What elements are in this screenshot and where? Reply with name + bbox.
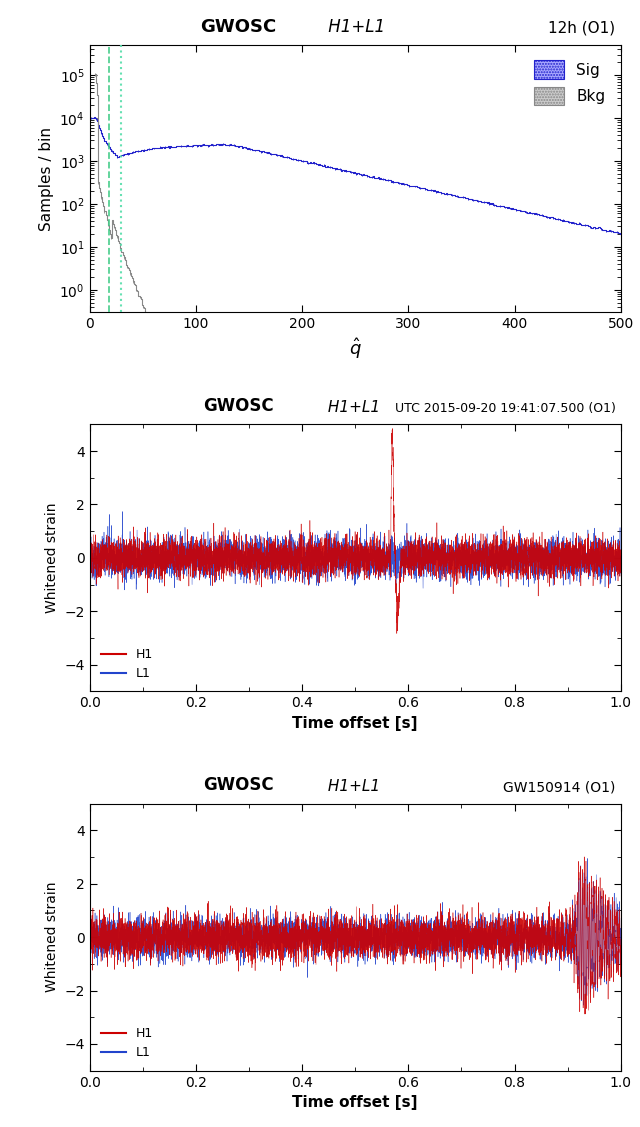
Text: GW150914 (O1): GW150914 (O1)	[503, 780, 616, 795]
X-axis label: Time offset [s]: Time offset [s]	[292, 716, 418, 730]
Text: GWOSC: GWOSC	[203, 397, 274, 415]
Text: H1+L1: H1+L1	[323, 400, 380, 415]
Text: H1+L1: H1+L1	[323, 18, 385, 36]
Text: H1+L1: H1+L1	[323, 779, 380, 795]
Legend: H1, L1: H1, L1	[96, 642, 158, 685]
Y-axis label: Whitened strain: Whitened strain	[45, 881, 59, 993]
Y-axis label: Samples / bin: Samples / bin	[39, 126, 54, 231]
Text: UTC 2015-09-20 19:41:07.500 (O1): UTC 2015-09-20 19:41:07.500 (O1)	[395, 402, 616, 415]
Legend: Sig, Bkg: Sig, Bkg	[526, 53, 613, 113]
Text: 12h (O1): 12h (O1)	[548, 20, 616, 36]
X-axis label: Time offset [s]: Time offset [s]	[292, 1095, 418, 1110]
Y-axis label: Whitened strain: Whitened strain	[45, 503, 59, 613]
X-axis label: $\hat{q}$: $\hat{q}$	[349, 337, 362, 362]
Text: GWOSC: GWOSC	[200, 18, 276, 36]
Text: GWOSC: GWOSC	[203, 777, 274, 795]
Legend: H1, L1: H1, L1	[96, 1022, 158, 1064]
